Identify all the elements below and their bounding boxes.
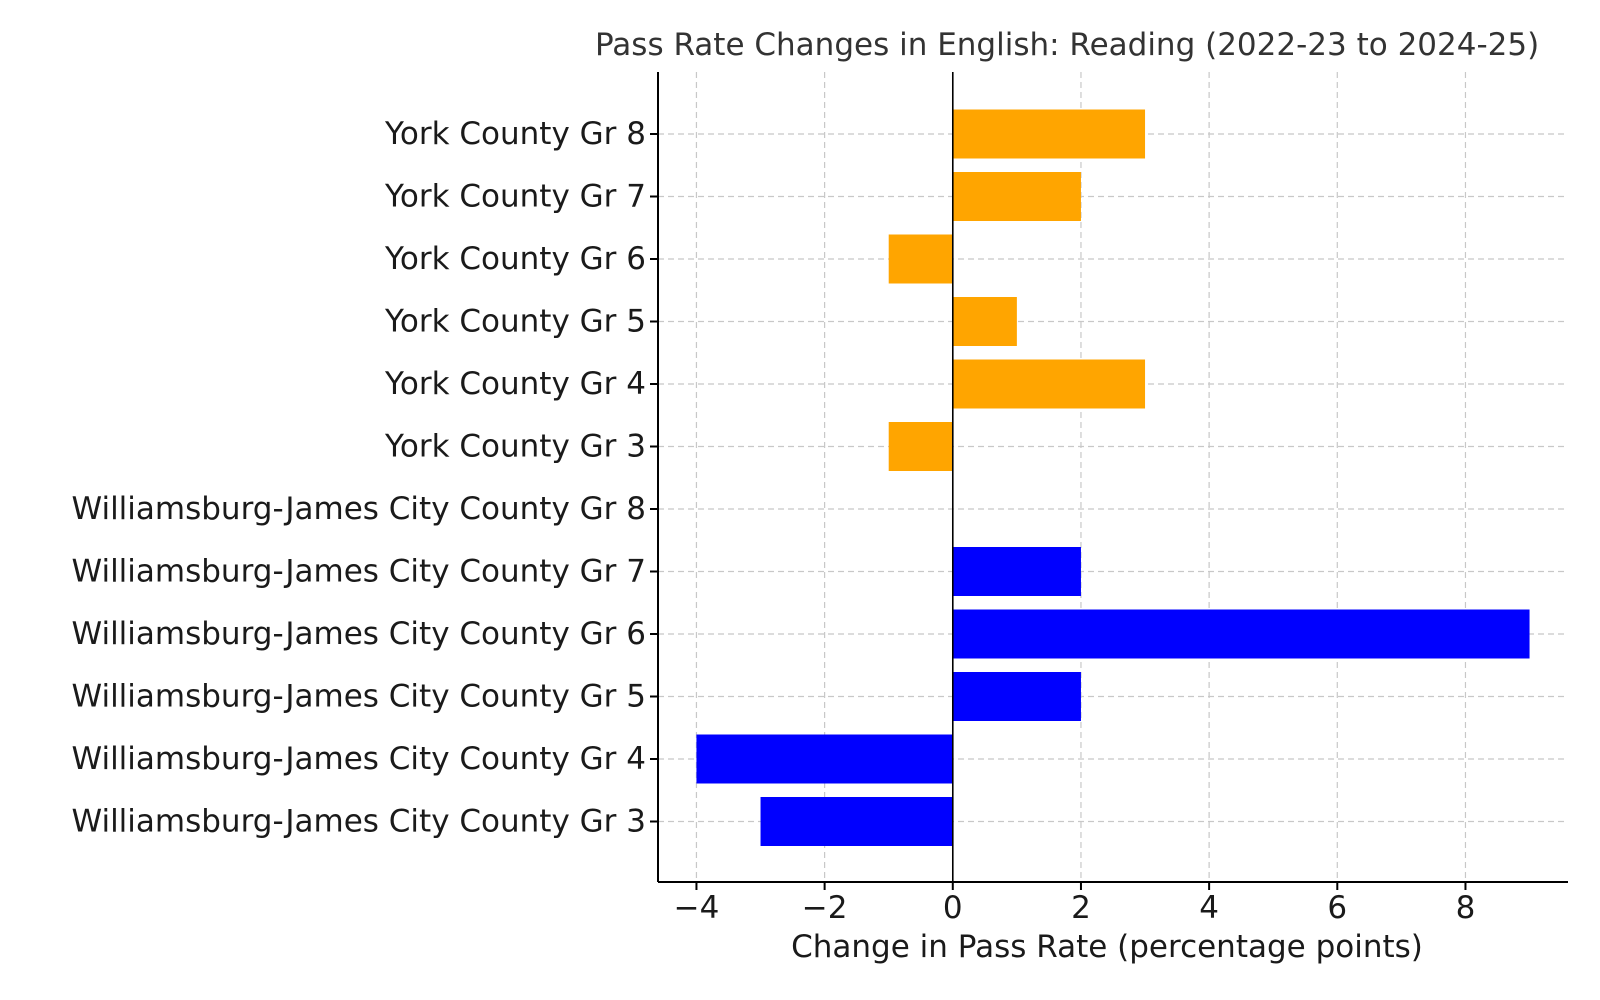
x-tick-labels: −4 −2 0 2 4 6 8 <box>674 890 1476 926</box>
bar <box>952 547 1081 596</box>
bar <box>952 109 1146 159</box>
chart-title: Pass Rate Changes in English: Reading (2… <box>595 27 1539 63</box>
y-tick-label: York County Gr 6 <box>384 241 646 277</box>
x-tick-label: −2 <box>802 890 848 926</box>
x-axis-label: Change in Pass Rate (percentage points) <box>791 929 1423 965</box>
bar <box>952 172 1081 221</box>
y-tick-label: York County Gr 3 <box>384 429 646 465</box>
y-tick-label: Williamsburg-James City County Gr 5 <box>71 679 646 715</box>
bar <box>696 734 953 784</box>
y-tick-label: York County Gr 8 <box>384 116 646 152</box>
y-tick-labels: Williamsburg-James City County Gr 3 Willi… <box>71 116 646 840</box>
x-tick-label: 6 <box>1327 890 1347 926</box>
x-tick-label: 2 <box>1071 890 1091 926</box>
x-tick-label: 8 <box>1456 890 1476 926</box>
y-tick-label: Williamsburg-James City County Gr 3 <box>71 804 646 840</box>
bar <box>952 609 1530 659</box>
y-tick-label: Williamsburg-James City County Gr 4 <box>71 741 646 777</box>
bar <box>888 234 953 284</box>
y-tick-label: York County Gr 5 <box>384 304 646 340</box>
grid <box>658 72 1568 882</box>
bar <box>952 672 1081 721</box>
bar <box>952 297 1017 346</box>
x-tick-label: 4 <box>1199 890 1219 926</box>
bar <box>952 359 1146 409</box>
y-tick-label: Williamsburg-James City County Gr 7 <box>71 554 646 590</box>
bars <box>696 109 1530 846</box>
y-tick-label: York County Gr 4 <box>384 366 646 402</box>
x-tick-label: 0 <box>943 890 963 926</box>
bar <box>888 422 953 471</box>
y-tick-label: Williamsburg-James City County Gr 8 <box>71 491 646 527</box>
y-tick-label: York County Gr 7 <box>384 179 646 215</box>
x-tick-label: −4 <box>674 890 720 926</box>
bar <box>760 797 953 846</box>
axes <box>650 72 1568 890</box>
y-tick-label: Williamsburg-James City County Gr 6 <box>71 616 646 652</box>
